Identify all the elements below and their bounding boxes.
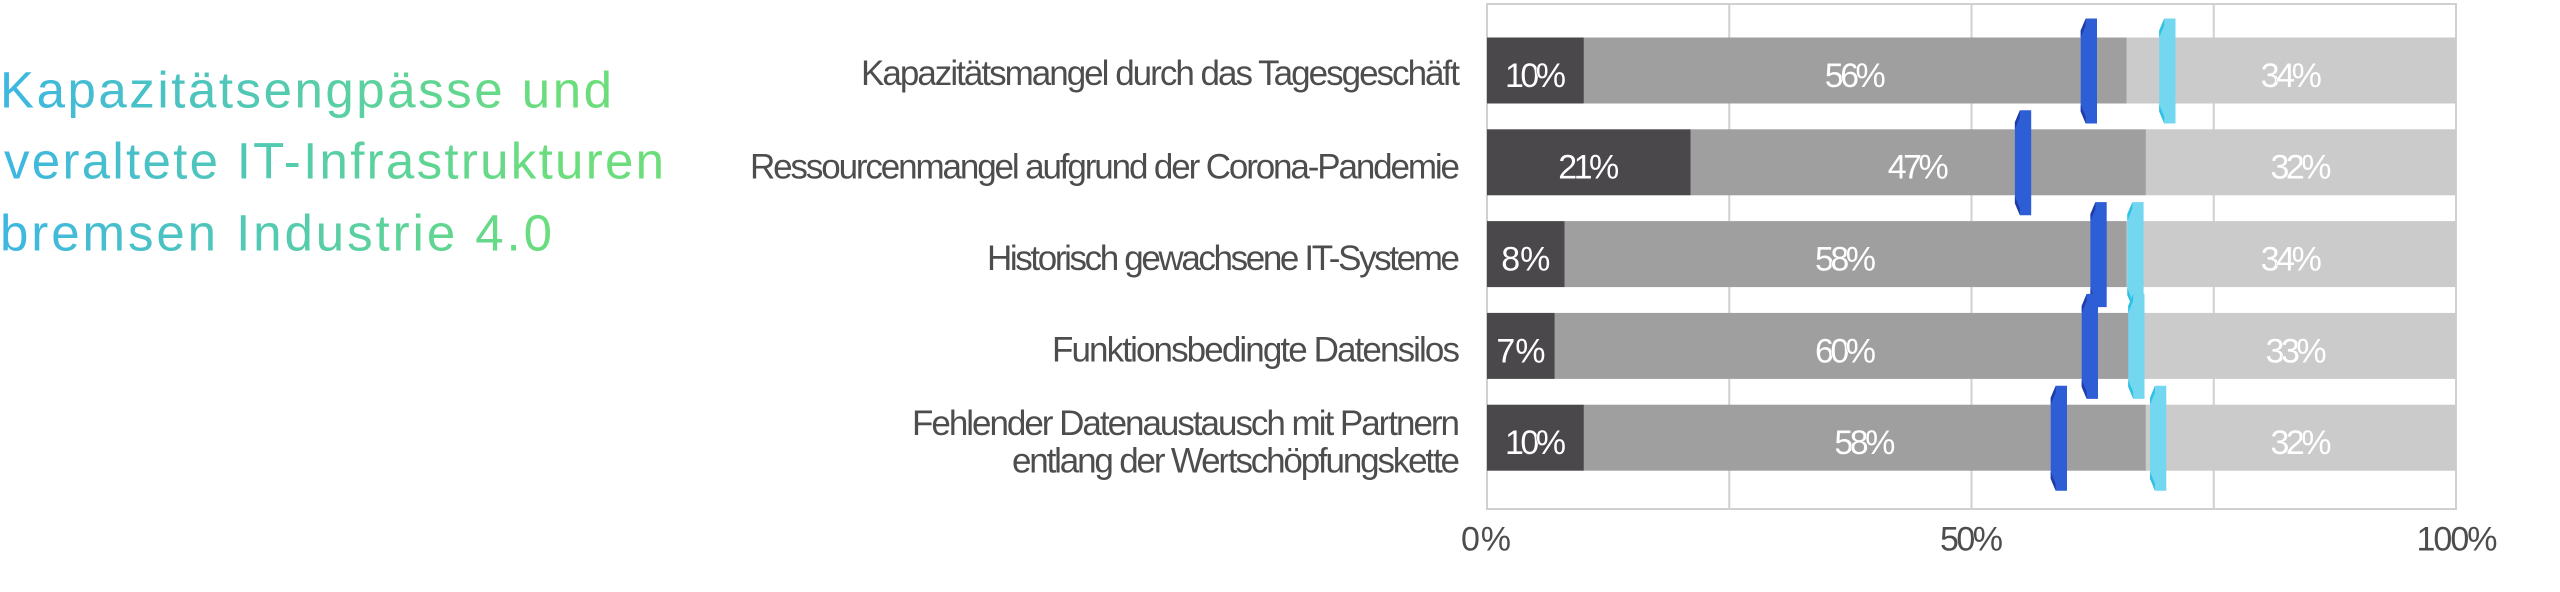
svg-text:10%: 10% [1505,57,1566,95]
svg-text:7%: 7% [1496,332,1545,370]
svg-text:Ressourcenmangel aufgrund der: Ressourcenmangel aufgrund der Corona-Pan… [750,147,1460,186]
svg-text:58%: 58% [1815,241,1876,279]
svg-text:Kapazitätsengpässe und: Kapazitätsengpässe und [0,61,612,118]
svg-text:34%: 34% [2261,57,2322,95]
svg-text:Fehlender Datenaustausch mit P: Fehlender Datenaustausch mit Partnern [912,404,1460,443]
svg-text:58%: 58% [1834,424,1895,462]
svg-text:50%: 50% [1940,521,2003,559]
svg-text:32%: 32% [2271,149,2332,187]
svg-text:0%: 0% [1461,521,1511,559]
svg-text:21%: 21% [1558,149,1619,187]
svg-text:34%: 34% [2261,241,2322,279]
svg-text:entlang der Wertschöpfungskett: entlang der Wertschöpfungskette [1012,442,1460,481]
svg-text:60%: 60% [1815,332,1876,370]
svg-text:8%: 8% [1501,241,1550,279]
svg-text:10%: 10% [1505,424,1566,462]
svg-text:47%: 47% [1888,149,1949,187]
svg-text:veraltete IT-Infrastrukturen: veraltete IT-Infrastrukturen [4,133,664,190]
svg-text:bremsen Industrie 4.0: bremsen Industrie 4.0 [0,204,552,261]
svg-text:56%: 56% [1825,57,1886,95]
svg-text:Historisch gewachsene IT-Syste: Historisch gewachsene IT-Systeme [987,239,1460,278]
svg-text:32%: 32% [2271,424,2332,462]
svg-text:100%: 100% [2417,521,2498,559]
svg-text:Funktionsbedingte Datensilos: Funktionsbedingte Datensilos [1052,330,1460,369]
svg-text:Kapazitätsmangel durch das Tag: Kapazitätsmangel durch das Tagesgeschäft [861,54,1460,93]
svg-text:33%: 33% [2266,332,2327,370]
